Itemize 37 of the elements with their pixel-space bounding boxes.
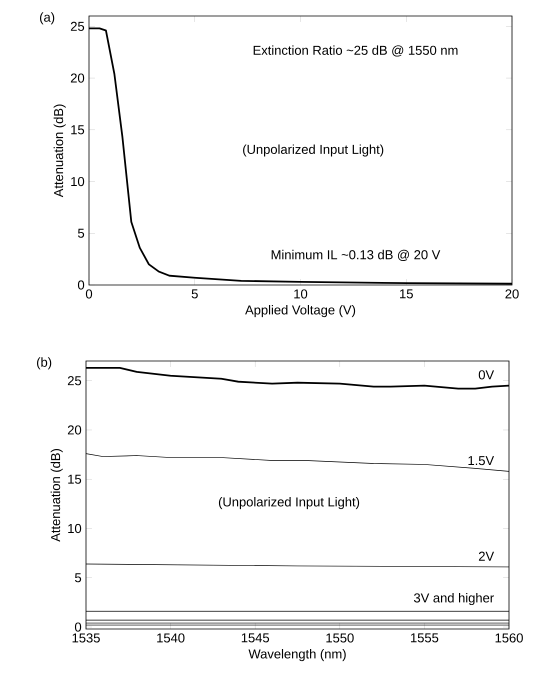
y-tick-label: 15 xyxy=(71,125,84,134)
y-tick-label: 5 xyxy=(74,573,82,582)
x-tick-label: 1550 xyxy=(326,633,354,643)
x-tick-label: 1535 xyxy=(72,633,100,643)
x-axis-title: Applied Voltage (V) xyxy=(245,305,356,318)
y-tick-label: 0 xyxy=(74,622,82,632)
x-tick-label: 1555 xyxy=(410,633,438,642)
x-tick-label: 0 xyxy=(86,289,92,299)
series-label: 2V xyxy=(478,552,494,561)
y-tick-label: 10 xyxy=(71,176,84,186)
y-tick-label: 20 xyxy=(68,425,82,435)
y-axis-title: Attenuation (dB) xyxy=(54,104,66,198)
x-tick-label: 15 xyxy=(400,289,413,298)
x-tick-label: 20 xyxy=(505,289,519,299)
x-tick-label: 1560 xyxy=(496,633,523,643)
y-tick-label: 20 xyxy=(70,73,84,83)
annotation: (Unpolarized Input Light) xyxy=(243,144,384,157)
series-label: 1.5V xyxy=(468,456,494,466)
annotation: (Unpolarized Input Light) xyxy=(218,496,360,510)
y-tick-label: 15 xyxy=(68,474,82,484)
y-tick-label: 0 xyxy=(78,280,84,290)
y-axis-title: Attenuation (dB) xyxy=(50,449,63,542)
y-tick-label: 25 xyxy=(70,22,84,31)
y-tick-label: 25 xyxy=(68,376,82,386)
x-tick-label: 1540 xyxy=(157,633,184,643)
annotation: Extinction Ratio ~25 dB @ 1550 nm xyxy=(254,45,458,57)
annotation: Minimum IL ~0.13 dB @ 20 V xyxy=(272,250,440,261)
y-tick-label: 10 xyxy=(68,524,82,534)
x-tick-label: 5 xyxy=(192,289,198,298)
series-label: 0V xyxy=(478,370,494,380)
chart-title: (b) xyxy=(37,357,52,370)
x-tick-label: 10 xyxy=(294,289,308,299)
y-tick-label: 5 xyxy=(78,228,84,238)
x-tick-label: 1545 xyxy=(242,633,270,642)
chart-title: (a) xyxy=(40,12,54,24)
x-axis-title: Wavelength (nm) xyxy=(248,649,346,662)
series-label: 3V and higher xyxy=(414,592,494,606)
